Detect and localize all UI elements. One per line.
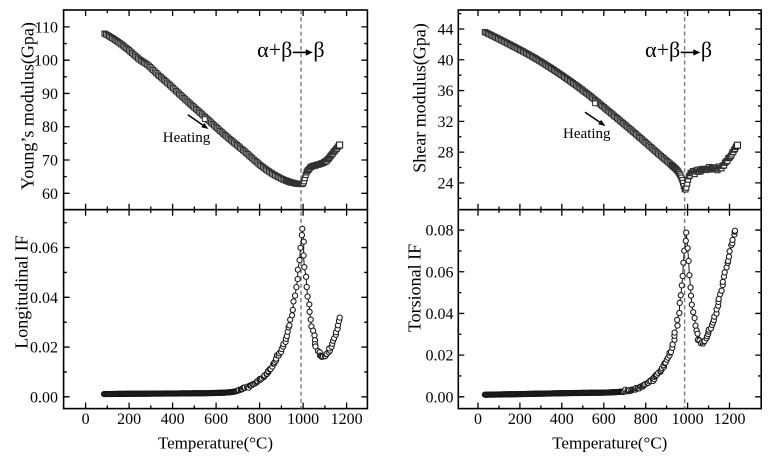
- svg-text:1000: 1000: [287, 411, 319, 428]
- svg-text:24: 24: [438, 175, 454, 192]
- svg-text:0.06: 0.06: [30, 240, 58, 257]
- svg-text:0.02: 0.02: [426, 348, 454, 365]
- svg-text:1200: 1200: [714, 411, 746, 428]
- svg-text:200: 200: [117, 411, 141, 428]
- svg-text:β: β: [313, 37, 324, 62]
- svg-text:90: 90: [42, 86, 58, 103]
- svg-text:0: 0: [82, 411, 90, 428]
- svg-text:28: 28: [438, 145, 454, 162]
- svg-text:32: 32: [438, 114, 454, 131]
- svg-text:0.00: 0.00: [426, 389, 454, 406]
- svg-text:1200: 1200: [331, 411, 363, 428]
- svg-text:40: 40: [438, 52, 454, 69]
- svg-text:400: 400: [550, 411, 574, 428]
- svg-text:Torsional IF: Torsional IF: [404, 244, 424, 332]
- svg-text:1000: 1000: [672, 411, 704, 428]
- svg-text:0.00: 0.00: [30, 389, 58, 406]
- svg-text:600: 600: [592, 411, 616, 428]
- svg-text:α+β: α+β: [645, 37, 680, 62]
- svg-text:100: 100: [34, 53, 58, 70]
- svg-text:0.02: 0.02: [30, 340, 58, 357]
- svg-text:200: 200: [508, 411, 532, 428]
- svg-text:36: 36: [438, 83, 454, 100]
- svg-text:800: 800: [248, 411, 272, 428]
- svg-text:Shear modulus(Gpa): Shear modulus(Gpa): [409, 23, 430, 172]
- svg-text:80: 80: [42, 119, 58, 136]
- svg-text:800: 800: [634, 411, 658, 428]
- svg-text:β: β: [701, 37, 712, 62]
- svg-text:Longitudinal IF: Longitudinal IF: [12, 235, 32, 349]
- svg-text:Young’s modulus(Gpa): Young’s modulus(Gpa): [18, 22, 39, 190]
- svg-text:0.04: 0.04: [30, 290, 58, 307]
- svg-text:44: 44: [438, 22, 454, 39]
- svg-text:0.08: 0.08: [426, 223, 454, 240]
- svg-text:110: 110: [35, 19, 58, 36]
- svg-text:Heating: Heating: [163, 130, 211, 146]
- svg-text:400: 400: [161, 411, 185, 428]
- svg-text:α+β: α+β: [257, 37, 292, 62]
- svg-text:70: 70: [42, 153, 58, 170]
- svg-text:Temperature(°C): Temperature(°C): [158, 434, 273, 453]
- svg-text:0.04: 0.04: [426, 306, 454, 323]
- svg-text:Heating: Heating: [563, 126, 611, 142]
- svg-text:60: 60: [42, 186, 58, 203]
- svg-text:0.06: 0.06: [426, 264, 454, 281]
- svg-text:600: 600: [204, 411, 228, 428]
- svg-text:0: 0: [474, 411, 482, 428]
- svg-text:Temperature(°C): Temperature(°C): [552, 434, 667, 453]
